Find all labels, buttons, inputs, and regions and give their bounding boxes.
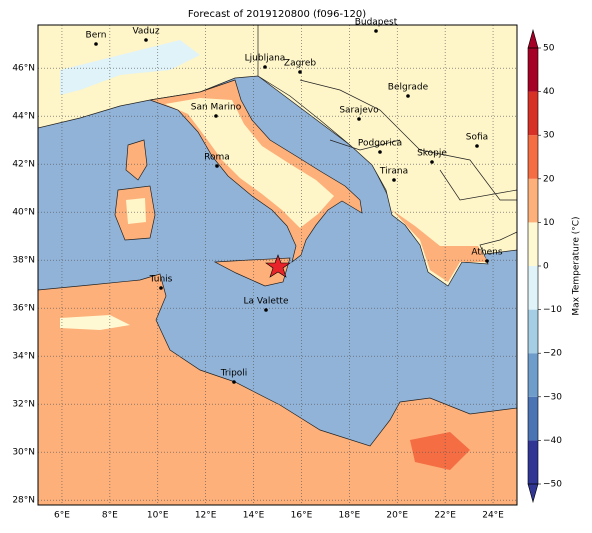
cold-area — [60, 40, 200, 95]
city-dot — [357, 117, 361, 121]
city-label: Athens — [471, 248, 502, 258]
colorbar-tick-label: 10 — [543, 218, 555, 228]
colorbar-label: Max Temperature (°C) — [572, 216, 582, 315]
city-dot — [159, 286, 163, 290]
city-label: Zagreb — [284, 59, 316, 69]
colorbar-tick-label: −30 — [543, 392, 562, 402]
colorbar-tick-label: 0 — [543, 262, 549, 272]
lon-tick-label: 16°E — [291, 511, 313, 521]
borders — [299, 79, 518, 201]
greece-warm — [392, 210, 488, 282]
colorbar-arrow-bottom — [527, 483, 539, 504]
grid — [38, 25, 517, 505]
city-label: Skopje — [417, 149, 447, 159]
colorbar-tick-label: −50 — [543, 480, 562, 490]
sardinia-inland — [126, 198, 146, 224]
city-label: Sofia — [466, 133, 488, 143]
colorbar-band — [528, 48, 538, 92]
city-label: San Marino — [191, 103, 242, 113]
lon-tick-label: 6°E — [54, 511, 70, 521]
city-label: Tripoli — [220, 369, 248, 379]
city-dot — [430, 160, 434, 164]
lat-tick-label: 46°N — [12, 64, 35, 74]
city-dot — [232, 380, 236, 384]
lon-tick-label: 8°E — [102, 511, 118, 521]
colorbar-band — [528, 222, 538, 266]
city-dot — [215, 164, 219, 168]
city-label: La Valette — [244, 297, 289, 307]
city-dot — [378, 150, 382, 154]
lat-tick-label: 32°N — [12, 400, 35, 410]
lon-tick-label: 18°E — [339, 511, 361, 521]
city-label: Sarajevo — [339, 106, 379, 116]
colorbar-band — [528, 309, 538, 354]
city-dot — [298, 70, 302, 74]
colorbar-band — [528, 353, 538, 397]
lat-tick-label: 36°N — [12, 304, 35, 314]
city-dot — [374, 29, 378, 33]
colorbar-tick-label: 40 — [543, 87, 555, 97]
city-dot — [144, 38, 148, 42]
lat-tick-label: 38°N — [12, 256, 35, 266]
city-label: Vaduz — [132, 27, 159, 37]
city-label: Tunis — [149, 275, 173, 285]
colorbar-band — [528, 266, 538, 310]
colorbar-band — [528, 178, 538, 223]
colorbar-band — [528, 396, 538, 441]
city-dot — [264, 308, 268, 312]
lat-tick-label: 30°N — [12, 448, 35, 458]
colorbar-tick-label: 50 — [543, 44, 555, 54]
lat-tick-label: 42°N — [12, 160, 35, 170]
lat-tick-label: 28°N — [12, 496, 35, 506]
colorbar-tick-label: 20 — [543, 174, 555, 184]
lon-tick-label: 24°E — [482, 511, 504, 521]
colorbar-band — [528, 440, 538, 484]
colorbar-arrow-top — [527, 28, 539, 49]
map-frame — [37, 24, 518, 506]
city-dot — [214, 114, 218, 118]
cool-area — [60, 315, 130, 330]
star-marker — [265, 254, 291, 278]
city-label: Bern — [86, 31, 107, 41]
city-label: Podgorica — [358, 139, 402, 149]
lon-tick-label: 10°E — [147, 511, 169, 521]
colorbar-tick-label: −20 — [543, 349, 562, 359]
colorbar-tick-label: −40 — [543, 436, 562, 446]
lon-tick-label: 20°E — [386, 511, 408, 521]
corsica — [125, 139, 148, 181]
title: Forecast of 2019120800 (f096-120) — [188, 9, 366, 20]
hot-area — [410, 432, 470, 470]
city-dot — [406, 94, 410, 98]
lon-tick-label: 14°E — [243, 511, 265, 521]
city-label: Roma — [204, 153, 230, 163]
city-dot — [392, 178, 396, 182]
city-label: Ljubljana — [245, 54, 286, 64]
city-label: Belgrade — [388, 83, 429, 93]
colorbar-band — [528, 91, 538, 136]
colorbar-band — [528, 135, 538, 179]
city-dot — [475, 144, 479, 148]
colorbar-tick-label: 30 — [543, 131, 555, 141]
italy-inland — [165, 98, 334, 228]
lon-tick-label: 12°E — [195, 511, 217, 521]
lat-tick-label: 40°N — [12, 208, 35, 218]
colorbar-tick-label: −10 — [543, 305, 562, 315]
city-dot — [94, 42, 98, 46]
colorbar: −50 −40 −30 −20 −10 0 10 20 30 40 50 — [527, 28, 562, 504]
city-label: Budapest — [355, 18, 398, 28]
city-label: Tirana — [379, 167, 408, 177]
lat-tick-label: 34°N — [12, 352, 35, 362]
lat-tick-label: 44°N — [12, 112, 35, 122]
city-dot — [263, 65, 267, 69]
city-dot — [485, 259, 489, 263]
lon-tick-label: 22°E — [434, 511, 456, 521]
